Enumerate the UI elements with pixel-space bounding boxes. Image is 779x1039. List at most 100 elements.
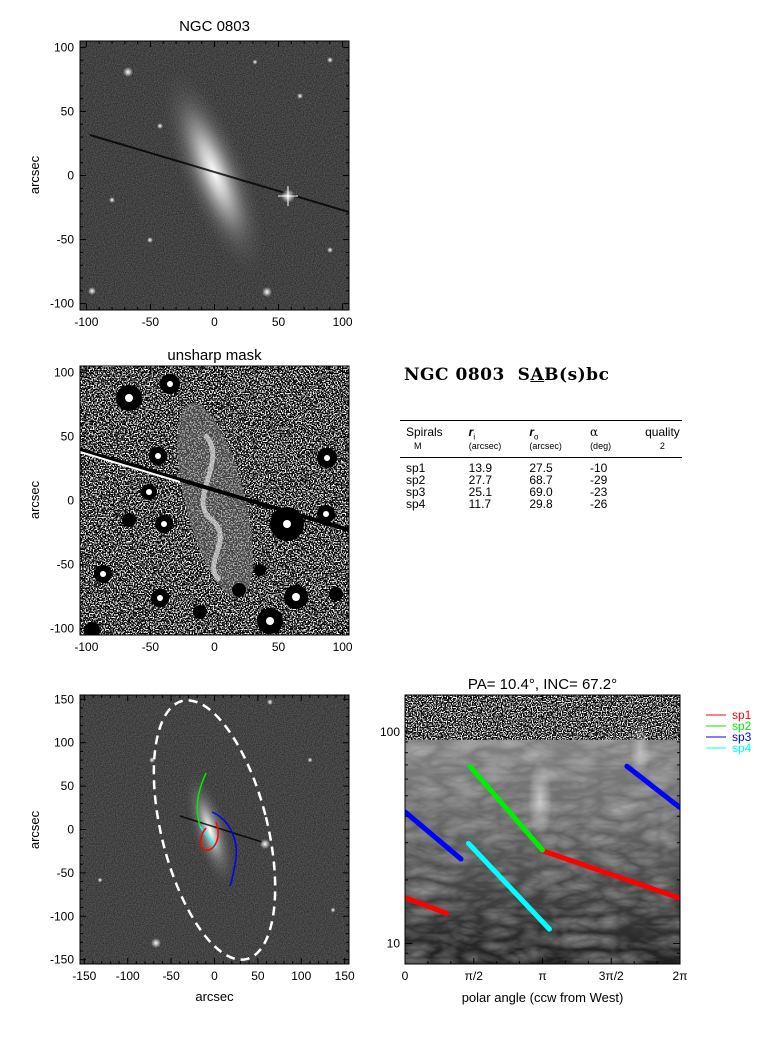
header-ro: ro <box>529 425 539 442</box>
table-body: sp1 13.9 27.5 -10 sp2 27.7 68.7 -29 sp3 25.1 69.0 -… <box>400 462 682 510</box>
table-cell: 69.0 <box>529 485 553 500</box>
x-tick-label: 50 <box>251 969 265 983</box>
x-tick-label: 50 <box>272 315 286 329</box>
polar-plot-title: PA= 10.4°, INC= 67.2° <box>468 676 617 693</box>
field-star <box>307 757 313 763</box>
x-tick-label: -100 <box>74 640 98 654</box>
y-tick-label: -150 <box>50 953 74 967</box>
spiral-arc-sp3 <box>211 811 238 887</box>
y-tick-label: 100 <box>380 725 400 739</box>
satellite-trail <box>179 815 263 843</box>
table-cell: sp3 <box>406 485 426 500</box>
field-star <box>151 938 161 948</box>
satellite-trail-edge <box>80 451 181 483</box>
series-sp3-segment <box>405 809 464 862</box>
y-tick-label: 100 <box>54 365 74 379</box>
subheader-ro-unit: (arcsec) <box>529 441 562 452</box>
unsharp-mask-title: unsharp mask <box>167 347 262 364</box>
galaxy-residual <box>177 402 253 598</box>
field-star <box>330 907 336 913</box>
polar-plot-panel: PA= 10.4°, INC= 67.2° 0 π/2 π 3π/2 2π 100 10 p… <box>380 676 752 1005</box>
table-top-rule <box>400 420 682 421</box>
series-sp1-segment <box>539 848 680 901</box>
field-star <box>327 57 333 63</box>
y-tick-label: 50 <box>61 429 75 443</box>
header-alpha: α <box>590 425 599 439</box>
unsharp-mask-ylabel: arcsec <box>27 480 42 519</box>
header-spirals: Spirals <box>406 425 443 439</box>
field-star <box>327 247 333 253</box>
y-tick-label: 150 <box>54 692 74 706</box>
spiral-overlay-panel: -150 -100 -50 0 50 100 150 150 100 50 0 -50 -100 -150… <box>27 692 355 1004</box>
x-tick-label: -50 <box>142 315 160 329</box>
x-tick-label: -100 <box>116 969 140 983</box>
unsharp-mask-panel: unsharp mask -100 -50 0 <box>27 347 353 654</box>
polar-plot-xlabel: polar angle (ccw from West) <box>462 990 624 1005</box>
y-tick-label: 50 <box>61 779 75 793</box>
y-tick-label: -50 <box>57 233 75 247</box>
field-star <box>109 197 115 203</box>
x-tick-label: 50 <box>272 640 286 654</box>
x-tick-label: 100 <box>333 315 353 329</box>
x-tick-label: -150 <box>72 969 96 983</box>
y-tick-label: -50 <box>57 866 75 880</box>
x-tick-label: 0 <box>211 969 218 983</box>
x-tick-label: 150 <box>335 969 355 983</box>
table-row: sp3 25.1 69.0 -23 <box>400 486 682 498</box>
table-cell: -26 <box>590 497 608 512</box>
table-cell: 25.1 <box>468 485 492 500</box>
masked-star-cores <box>100 381 330 625</box>
x-tick-label: 2π <box>673 969 688 983</box>
subheader-quality-value: 2 <box>659 441 665 452</box>
bright-star <box>260 839 270 849</box>
y-tick-label: 50 <box>61 104 75 118</box>
table-cell: 13.9 <box>468 461 492 476</box>
header-ri: ri <box>468 425 476 442</box>
x-tick-label: 0 <box>211 640 218 654</box>
field-star <box>252 59 258 65</box>
series-sp4-segment <box>465 840 552 932</box>
x-tick-label: π <box>538 969 546 983</box>
x-tick-label: 0 <box>402 969 409 983</box>
legend-label-sp2: sp2 <box>732 719 752 733</box>
series-sp1-segment <box>405 895 450 916</box>
overlay-xlabel: arcsec <box>195 989 234 1004</box>
x-tick-label: π/2 <box>465 969 484 983</box>
direct-image-title: NGC 0803 <box>179 18 250 35</box>
table-cell: -23 <box>590 485 608 500</box>
table-cell <box>643 474 682 486</box>
table-cell: sp1 <box>406 461 426 476</box>
table-mid-rule <box>400 457 682 459</box>
y-tick-label: 10 <box>387 937 401 951</box>
table-row: sp2 27.7 68.7 -29 <box>400 474 682 486</box>
table-cell <box>643 462 682 474</box>
series-sp3-segment <box>624 763 680 811</box>
table-cell <box>643 498 682 510</box>
table-cell: sp4 <box>406 497 426 512</box>
y-tick-label: 0 <box>67 494 74 508</box>
morph-underlined: A <box>530 365 545 385</box>
y-tick-label: 0 <box>67 823 74 837</box>
bright-feature <box>630 720 650 780</box>
x-tick-label: -100 <box>74 315 98 329</box>
table-cell: -29 <box>590 473 608 488</box>
x-tick-label: -50 <box>162 969 180 983</box>
spiral-arc-sp1 <box>199 821 219 851</box>
table-subheader-row: M (arcsec) (arcsec) (deg) 2 <box>400 441 682 457</box>
table-cell: 68.7 <box>529 473 553 488</box>
x-tick-label: 3π/2 <box>599 969 624 983</box>
field-star <box>262 287 272 297</box>
field-star <box>157 123 163 129</box>
x-tick-label: 0 <box>211 315 218 329</box>
y-tick-label: -100 <box>50 297 74 311</box>
morph-prefix: S <box>517 365 531 385</box>
x-tick-label: -50 <box>142 640 160 654</box>
polar-series-group <box>405 763 680 932</box>
satellite-trail-residual <box>80 448 349 532</box>
direct-image-ylabel: arcsec <box>27 155 42 194</box>
polar-axes: 0 π/2 π 3π/2 2π 100 10 <box>380 695 688 983</box>
y-tick-label: 0 <box>67 169 74 183</box>
bright-feature <box>528 760 552 840</box>
